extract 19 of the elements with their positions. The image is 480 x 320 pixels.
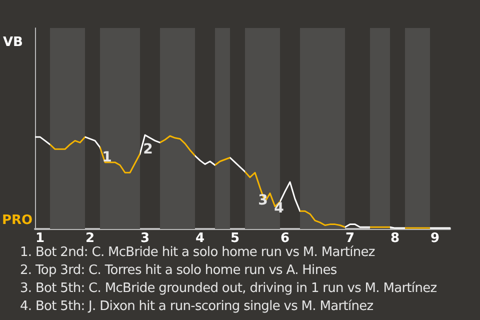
text: 2. Top 3rd: C. Torres hit a solo home run vs A. Hines — [20, 262, 338, 280]
text: VB — [3, 35, 23, 50]
x-tick-label: 6 — [280, 231, 290, 246]
annotation: 2 — [143, 142, 153, 158]
annotation: 4 — [274, 200, 284, 216]
annotation: 1 — [102, 150, 112, 166]
annotation: 3 — [258, 192, 268, 208]
x-tick-label: 1 — [35, 231, 45, 246]
x-tick-label: 3 — [140, 231, 150, 246]
x-tick-label: 8 — [390, 231, 400, 246]
x-tick-label: 5 — [230, 231, 240, 246]
x-tick-label: 4 — [195, 231, 205, 246]
text: PRO — [2, 213, 33, 228]
x-tick-label: 2 — [85, 231, 95, 246]
x-tick-label: 9 — [430, 231, 440, 246]
x-tick-label: 7 — [345, 231, 355, 246]
text: 3. Bot 5th: C. McBride grounded out, driving in 1 run vs M. Martínez — [20, 280, 437, 298]
text: 4. Bot 5th: J. Dixon hit a run-scoring single vs M. Martínez — [20, 298, 374, 316]
text: 1. Bot 2nd: C. McBride hit a solo home run vs M. Martínez — [20, 245, 375, 260]
